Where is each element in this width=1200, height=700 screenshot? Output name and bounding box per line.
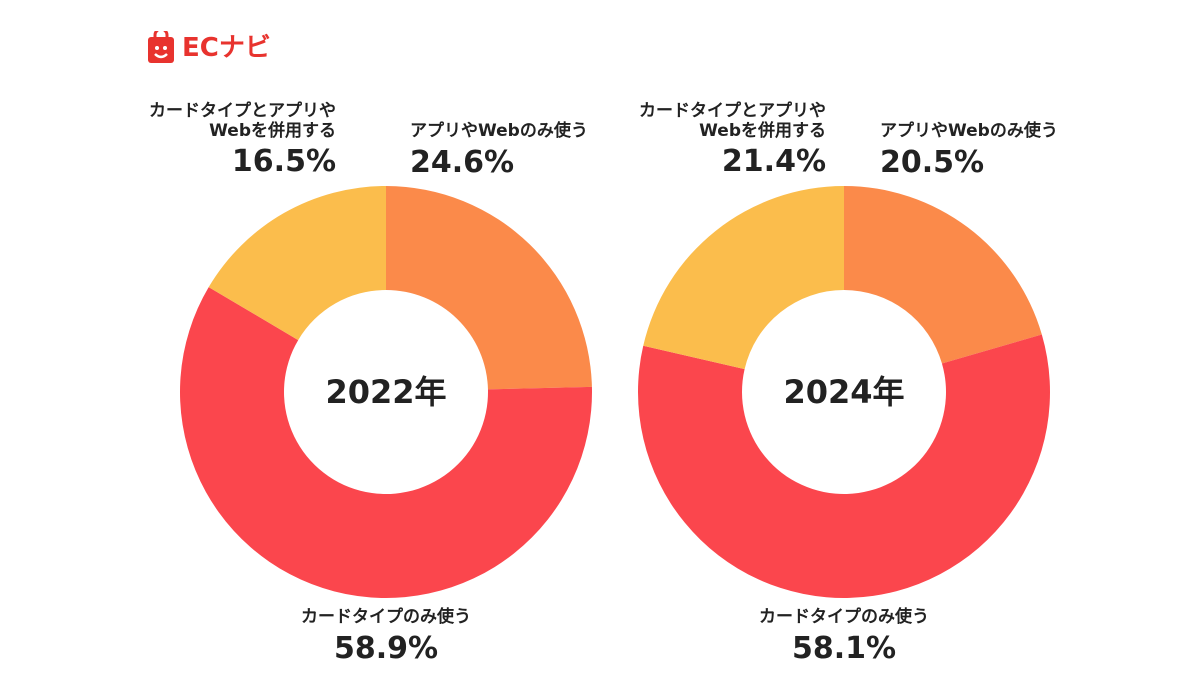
- slice-card-only: [637, 334, 1051, 598]
- label-name: カードタイプのみ使う: [759, 607, 929, 627]
- slice-app-web-only: [844, 186, 1042, 364]
- label-card-only-2024: カードタイプのみ使う 58.1%: [744, 607, 944, 666]
- slice-card-only: [179, 287, 592, 599]
- donut-chart-2022: [179, 186, 592, 599]
- label-app-web-2022: アプリやWebのみ使う 24.6%: [410, 121, 588, 180]
- label-card-only-2022: カードタイプのみ使う 58.9%: [286, 607, 486, 666]
- brand-logo: ECナビ: [146, 30, 271, 66]
- label-percent: 16.5%: [231, 144, 336, 180]
- label-percent: 21.4%: [721, 144, 826, 180]
- label-both-2022: カードタイプとアプリや Webを併用する 16.5%: [149, 101, 336, 180]
- center-label-2022: 2022年: [325, 373, 447, 411]
- label-name: アプリやWebのみ使う: [410, 121, 588, 141]
- label-percent: 24.6%: [410, 144, 515, 180]
- slice-both: [208, 186, 386, 341]
- donut-chart-2024: [637, 186, 1051, 598]
- label-name: カードタイプのみ使う: [301, 607, 471, 627]
- label-name: アプリやWebのみ使う: [880, 121, 1058, 141]
- shopping-bag-icon: [148, 31, 174, 63]
- slice-app-web-only: [386, 186, 592, 390]
- label-name-line2: Webを併用する: [209, 120, 336, 141]
- label-percent: 58.9%: [333, 630, 439, 666]
- label-name-line2: Webを併用する: [699, 120, 826, 141]
- label-percent: 20.5%: [880, 144, 985, 180]
- label-both-2024: カードタイプとアプリや Webを併用する 21.4%: [639, 101, 826, 180]
- logo-text: ECナビ: [182, 33, 271, 63]
- label-percent: 58.1%: [791, 630, 897, 666]
- center-label-2024: 2024年: [783, 373, 905, 411]
- label-app-web-2024: アプリやWebのみ使う 20.5%: [880, 121, 1058, 180]
- label-name-line1: カードタイプとアプリや: [639, 101, 826, 121]
- slice-both: [643, 186, 844, 370]
- label-name-line1: カードタイプとアプリや: [149, 101, 336, 121]
